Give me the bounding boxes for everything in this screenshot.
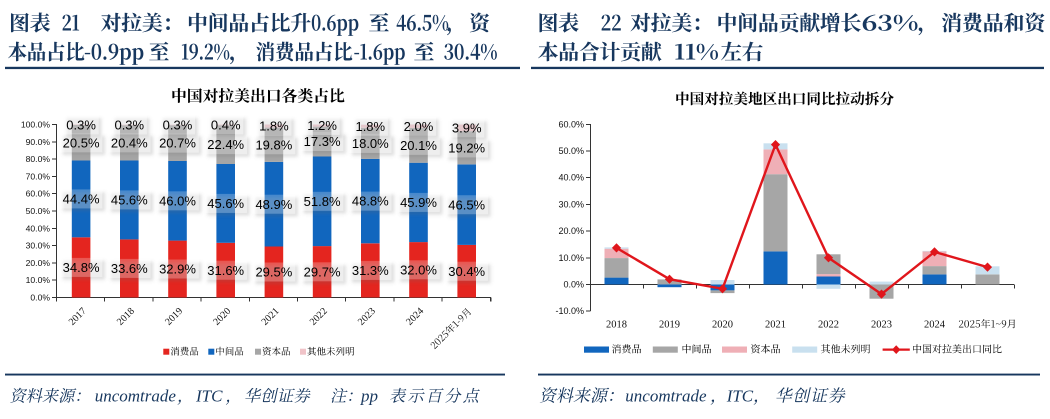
svg-text:10.0%: 10.0%	[558, 253, 584, 263]
svg-text:44.4%: 44.4%	[63, 192, 100, 207]
svg-text:1.2%: 1.2%	[307, 118, 337, 133]
svg-text:2021: 2021	[765, 320, 786, 331]
svg-text:48.8%: 48.8%	[352, 194, 389, 209]
svg-text:3.9%: 3.9%	[452, 121, 482, 136]
svg-text:2023: 2023	[871, 320, 892, 331]
svg-text:46.5%: 46.5%	[448, 197, 485, 212]
svg-text:32.0%: 32.0%	[400, 262, 437, 277]
svg-text:80.0%: 80.0%	[26, 154, 51, 164]
svg-text:45.6%: 45.6%	[111, 193, 148, 208]
svg-text:29.5%: 29.5%	[255, 265, 292, 280]
svg-text:2024: 2024	[924, 320, 946, 331]
svg-text:33.6%: 33.6%	[111, 261, 148, 276]
svg-text:1.8%: 1.8%	[259, 119, 289, 134]
svg-text:32.9%: 32.9%	[159, 262, 196, 277]
svg-text:20.0%: 20.0%	[26, 258, 51, 268]
svg-text:60.0%: 60.0%	[558, 119, 584, 129]
svg-text:0.0%: 0.0%	[30, 293, 50, 303]
svg-text:31.3%: 31.3%	[352, 263, 389, 278]
svg-text:30.4%: 30.4%	[448, 264, 485, 279]
svg-text:uncomtrade: uncomtrade	[95, 387, 177, 406]
svg-text:70.0%: 70.0%	[26, 171, 51, 181]
svg-text:45.9%: 45.9%	[400, 195, 437, 210]
svg-text:0.3%: 0.3%	[114, 118, 144, 133]
svg-text:20.5%: 20.5%	[63, 135, 100, 150]
svg-text:60.0%: 60.0%	[26, 189, 51, 199]
svg-text:0.0%: 0.0%	[563, 280, 584, 290]
svg-text:-10.0%: -10.0%	[555, 306, 584, 316]
svg-text:2018: 2018	[606, 320, 627, 331]
svg-text:0.4%: 0.4%	[211, 117, 241, 132]
svg-text:34.8%: 34.8%	[63, 260, 100, 275]
svg-text:2.0%: 2.0%	[404, 119, 434, 134]
svg-text:0.3%: 0.3%	[163, 118, 193, 133]
svg-text:1.8%: 1.8%	[355, 119, 385, 134]
svg-text:90.0%: 90.0%	[26, 137, 51, 147]
svg-text:10.0%: 10.0%	[26, 275, 51, 285]
svg-text:ITC: ITC	[195, 387, 223, 406]
svg-text:100.0%: 100.0%	[21, 120, 51, 130]
svg-text:2022: 2022	[818, 320, 839, 331]
svg-text:20.1%: 20.1%	[400, 138, 437, 153]
svg-text:uncomtrade: uncomtrade	[625, 387, 707, 406]
svg-text:51.8%: 51.8%	[304, 194, 341, 209]
svg-text:19.8%: 19.8%	[255, 137, 292, 152]
svg-text:31.6%: 31.6%	[207, 263, 244, 278]
svg-text:17.3%: 17.3%	[304, 134, 341, 149]
svg-text:30.0%: 30.0%	[26, 241, 51, 251]
svg-text:19.2%: 19.2%	[448, 141, 485, 156]
svg-text:0.3%: 0.3%	[66, 117, 96, 132]
svg-text:48.9%: 48.9%	[255, 197, 292, 212]
svg-text:46.0%: 46.0%	[159, 193, 196, 208]
svg-text:45.6%: 45.6%	[207, 196, 244, 211]
svg-text:30.0%: 30.0%	[558, 199, 584, 209]
svg-text:pp: pp	[360, 387, 378, 406]
svg-text:40.0%: 40.0%	[26, 223, 51, 233]
svg-text:50.0%: 50.0%	[26, 206, 51, 216]
svg-text:18.0%: 18.0%	[352, 136, 389, 151]
svg-text:50.0%: 50.0%	[558, 146, 584, 156]
svg-text:ITC: ITC	[726, 387, 754, 406]
svg-text:2020: 2020	[712, 320, 733, 331]
svg-text:20.0%: 20.0%	[558, 226, 584, 236]
svg-text:20.7%: 20.7%	[159, 136, 196, 151]
svg-text:22.4%: 22.4%	[207, 137, 244, 152]
svg-text:2019: 2019	[659, 320, 680, 331]
svg-text:29.7%: 29.7%	[304, 264, 341, 279]
svg-text:20.4%: 20.4%	[111, 135, 148, 150]
svg-text:40.0%: 40.0%	[558, 173, 584, 183]
